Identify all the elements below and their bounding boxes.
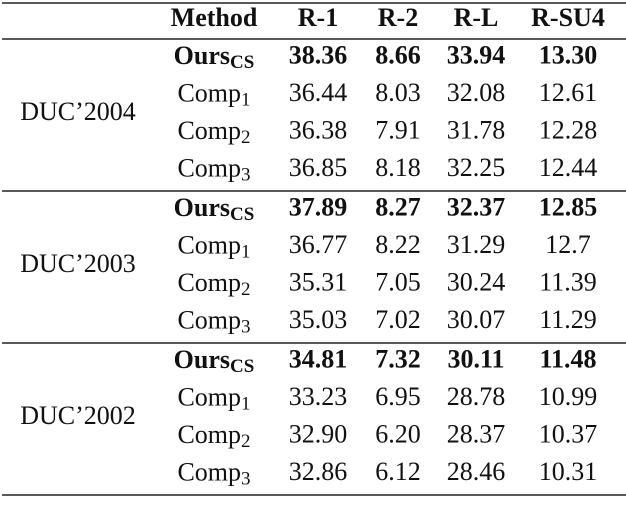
score-cell: 7.05 [375,268,421,297]
score-cell: 13.30 [539,41,598,70]
method-name: Comp [177,268,241,297]
score-cell: 12.85 [539,193,598,222]
method-name: Comp [177,116,241,145]
score-cell: 31.29 [447,230,506,259]
method-cell: Comp3 [177,457,250,489]
score-cell: 7.02 [375,305,421,334]
method-name: Ours [174,193,230,222]
score-cell: 36.44 [289,78,348,107]
score-cell: 37.89 [289,193,348,222]
group-label: DUC’2003 [20,249,136,278]
score-cell: 8.18 [375,153,421,182]
group-label: DUC’2002 [20,401,136,430]
score-cell: 35.03 [289,305,348,334]
method-name: Ours [174,345,230,374]
score-cell: 12.7 [545,230,591,259]
score-cell: 6.95 [375,382,421,411]
score-cell: 35.31 [289,268,348,297]
method-cell: Comp3 [177,305,250,337]
method-subscript: CS [230,52,254,73]
method-cell: Comp1 [177,230,250,262]
method-name: Comp [177,305,241,334]
score-cell: 33.94 [447,41,506,70]
method-name: Comp [177,78,241,107]
header-cell: R-2 [378,3,418,32]
header-cell: R-L [454,3,499,32]
score-cell: 30.11 [447,345,504,374]
score-cell: 6.20 [375,420,421,449]
method-cell: Comp1 [177,78,250,110]
method-name: Comp [177,153,241,182]
score-cell: 10.31 [539,457,598,486]
score-cell: 32.86 [289,457,348,486]
score-cell: 8.03 [375,78,421,107]
group-label: DUC’2004 [20,97,136,126]
score-cell: 7.32 [375,345,421,374]
header-cell: R-1 [298,3,338,32]
score-cell: 31.78 [447,116,506,145]
method-cell: OursCS [174,41,255,73]
method-name: Comp [177,420,241,449]
method-cell: Comp1 [177,382,250,414]
method-cell: Comp2 [177,268,250,300]
method-name: Comp [177,382,241,411]
score-cell: 6.12 [375,457,421,486]
method-subscript: 3 [241,469,251,490]
method-cell: OursCS [174,193,255,225]
score-cell: 32.90 [289,420,348,449]
score-cell: 12.44 [539,153,598,182]
method-subscript: 3 [241,165,251,186]
score-cell: 28.37 [447,420,506,449]
header-cell: Method [171,3,258,32]
score-cell: 11.39 [539,268,597,297]
header-cell: R-SU4 [531,3,605,32]
score-cell: 32.08 [447,78,506,107]
score-cell: 30.24 [447,268,506,297]
method-subscript: CS [230,356,254,377]
method-name: Comp [177,457,241,486]
method-subscript: 2 [241,279,251,300]
method-subscript: 1 [241,394,251,415]
method-cell: Comp2 [177,420,250,452]
score-cell: 30.07 [447,305,506,334]
score-cell: 12.61 [539,78,598,107]
score-cell: 34.81 [289,345,348,374]
score-cell: 10.99 [539,382,598,411]
score-cell: 11.29 [539,305,597,334]
method-subscript: 2 [241,127,251,148]
score-cell: 28.78 [447,382,506,411]
score-cell: 36.77 [289,230,348,259]
score-cell: 36.38 [289,116,348,145]
method-name: Ours [174,41,230,70]
method-cell: Comp2 [177,116,250,148]
method-subscript: CS [230,204,254,225]
score-cell: 33.23 [289,382,348,411]
method-subscript: 2 [241,431,251,452]
score-cell: 8.66 [375,41,421,70]
score-cell: 11.48 [539,345,596,374]
method-subscript: 3 [241,317,251,338]
score-cell: 7.91 [375,116,421,145]
score-cell: 10.37 [539,420,598,449]
score-cell: 36.85 [289,153,348,182]
score-cell: 8.22 [375,230,421,259]
method-name: Comp [177,230,241,259]
method-subscript: 1 [241,242,251,263]
score-cell: 32.37 [447,193,506,222]
method-cell: OursCS [174,345,255,377]
score-cell: 12.28 [539,116,598,145]
method-subscript: 1 [241,90,251,111]
score-cell: 32.25 [447,153,506,182]
score-cell: 28.46 [447,457,506,486]
score-cell: 38.36 [289,41,348,70]
score-cell: 8.27 [375,193,421,222]
method-cell: Comp3 [177,153,250,185]
